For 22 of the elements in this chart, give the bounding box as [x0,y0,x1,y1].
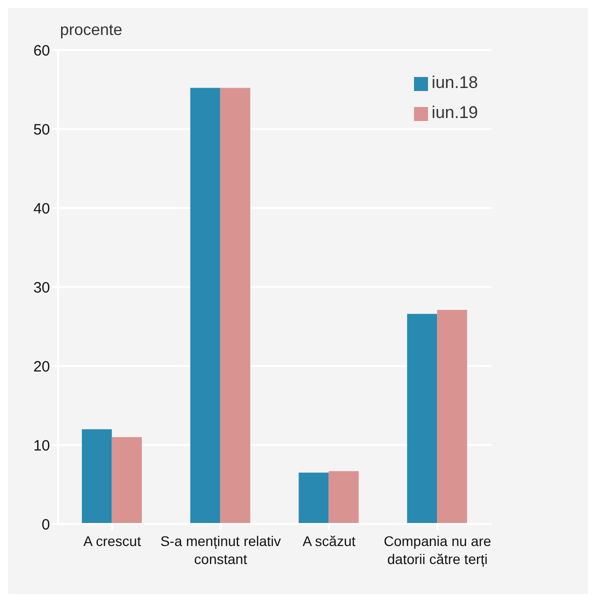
x-tick-label: Compania nu are datorii către terți [384,533,492,567]
bar [298,472,329,524]
bar [190,88,220,524]
bar [220,88,250,524]
x-tick-label: A crescut [83,533,142,549]
legend-label: iun.18 [432,73,478,92]
x-tick-label: S-a menținut relativ constant [160,533,281,567]
legend-label: iun.19 [432,103,478,122]
y-tick-label: 50 [33,121,50,138]
x-tick-label: A scăzut [302,533,356,549]
bar [437,310,468,524]
y-tick-label: 40 [33,200,50,218]
y-tick-label: 10 [33,437,50,454]
bar [112,437,142,524]
y-tick-label: 20 [33,358,50,376]
bar [407,314,438,524]
y-axis-title: procente [60,22,122,40]
bar [328,471,359,524]
y-tick-label: 30 [33,279,50,296]
y-tick-label: 60 [33,42,50,60]
bar [82,429,112,524]
y-tick-label: 0 [42,516,50,534]
